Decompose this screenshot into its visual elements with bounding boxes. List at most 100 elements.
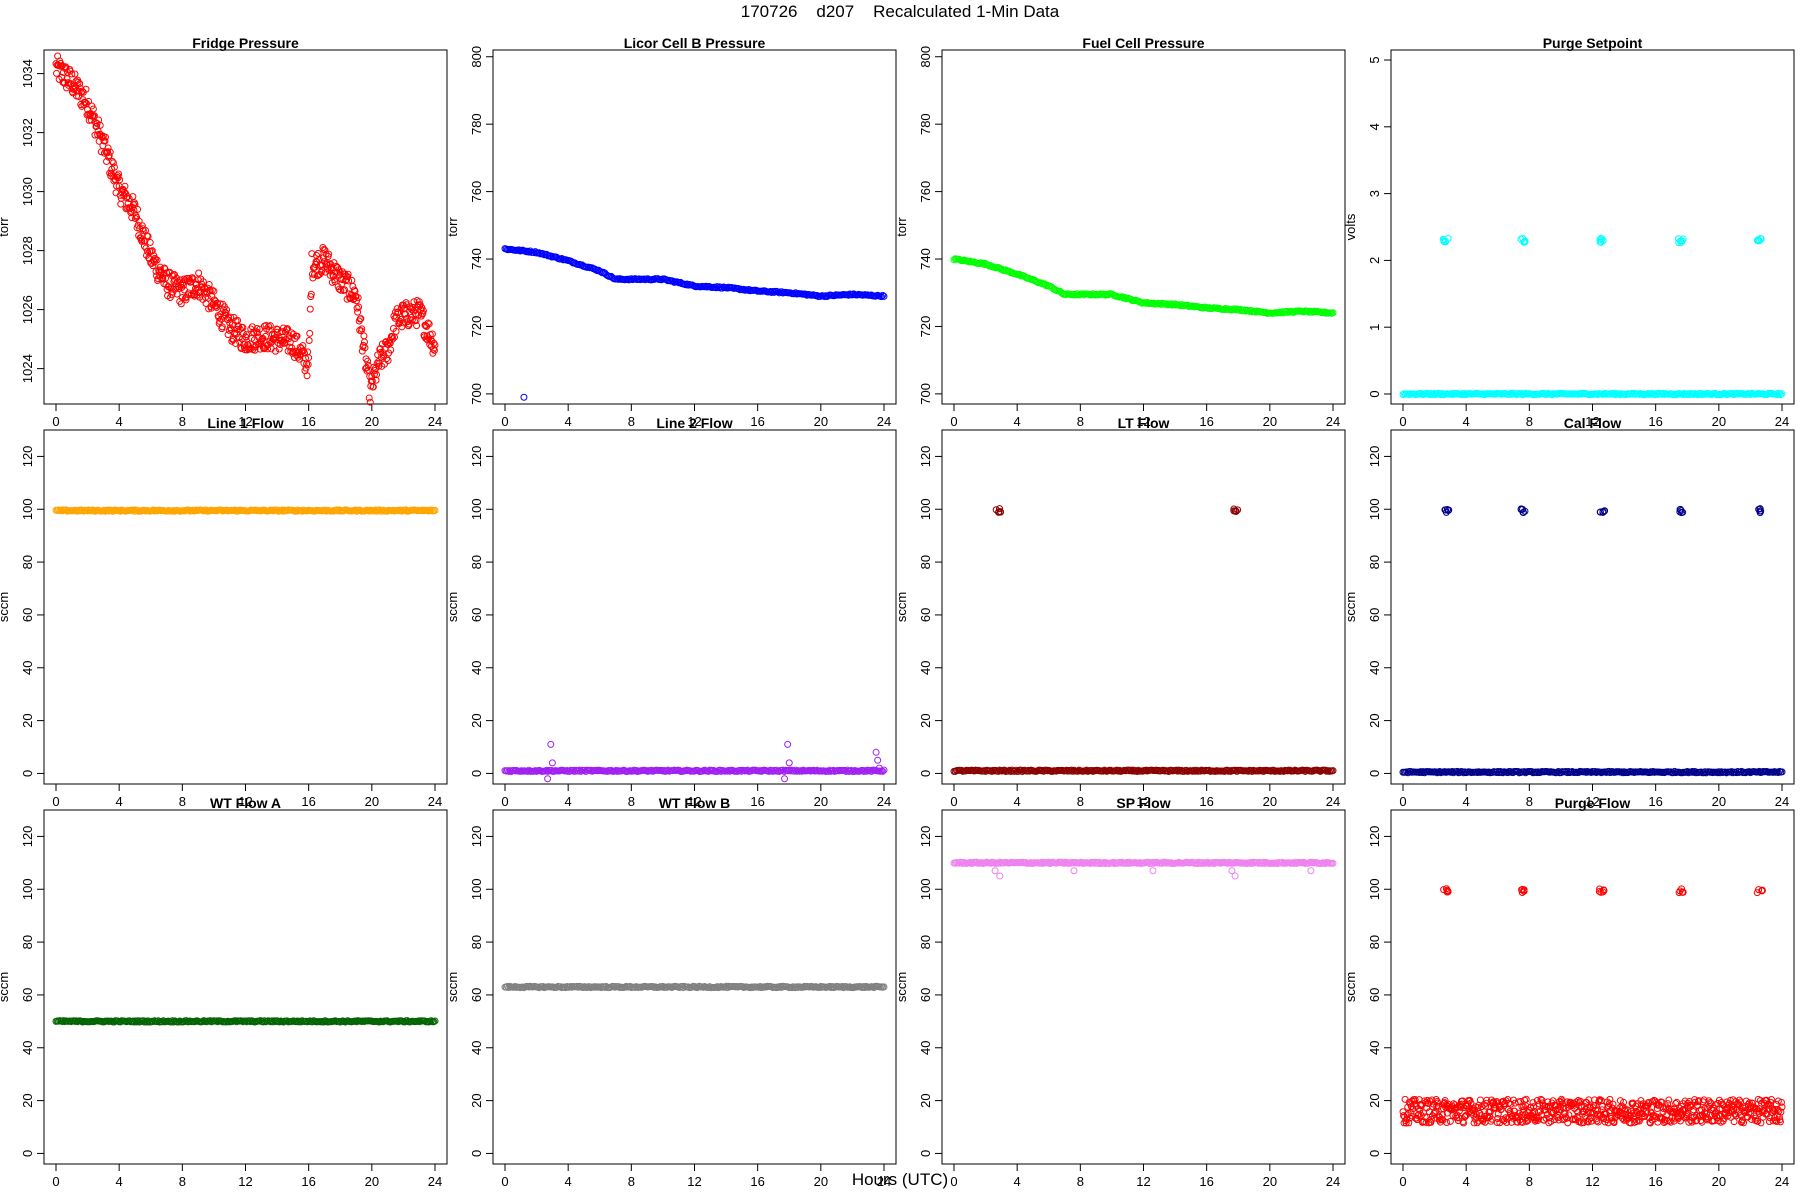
cal-flow-xtick-label: 24 bbox=[1775, 794, 1789, 809]
licor-cell-b-pressure-ytick-label: 700 bbox=[469, 383, 484, 405]
line-2-flow-ytick-label: 120 bbox=[469, 446, 484, 468]
wt-flow-b-xtick-label: 24 bbox=[877, 1174, 891, 1189]
sp-flow-ytick-label: 60 bbox=[918, 988, 933, 1002]
cal-flow-ytick-label: 100 bbox=[1367, 498, 1382, 520]
fridge-pressure-point bbox=[205, 280, 213, 288]
wt-flow-b-ytick-label: 20 bbox=[469, 1093, 484, 1107]
licor-cell-b-pressure-xtick-label: 12 bbox=[687, 414, 701, 429]
fridge-pressure-ylabel: torr bbox=[0, 217, 11, 237]
fuel-cell-pressure-xtick-label: 8 bbox=[1077, 414, 1084, 429]
purge-setpoint-ytick-label: 5 bbox=[1367, 56, 1382, 63]
wt-flow-a-xtick-label: 12 bbox=[238, 1174, 252, 1189]
fridge-pressure-point bbox=[305, 354, 313, 362]
fridge-pressure-point bbox=[398, 323, 406, 331]
wt-flow-a-point bbox=[133, 1018, 141, 1026]
sp-flow-ytick-label: 100 bbox=[918, 878, 933, 900]
fridge-pressure-point bbox=[365, 394, 373, 402]
purge-flow-series-1 bbox=[1399, 1095, 1786, 1127]
fridge-pressure-point bbox=[243, 331, 251, 339]
fridge-pressure-point bbox=[384, 357, 392, 365]
lt-flow-series-1 bbox=[950, 766, 1337, 775]
fuel-cell-pressure-ytick-label: 800 bbox=[918, 46, 933, 68]
line-1-flow-point bbox=[268, 506, 276, 514]
fridge-pressure-point bbox=[71, 70, 79, 78]
cal-flow-point bbox=[1445, 506, 1453, 514]
wt-flow-a-xtick-label: 4 bbox=[116, 1174, 123, 1189]
fridge-pressure-point bbox=[89, 105, 97, 113]
purge-setpoint-point bbox=[1778, 390, 1786, 398]
line-2-flow-point bbox=[872, 748, 880, 756]
fridge-pressure-point bbox=[345, 277, 353, 285]
fridge-pressure-point bbox=[344, 270, 352, 278]
fridge-pressure-point bbox=[101, 133, 109, 141]
fridge-pressure-point bbox=[318, 261, 326, 269]
fridge-pressure-xtick-label: 16 bbox=[301, 414, 315, 429]
fuel-cell-pressure-ytick-label: 740 bbox=[918, 248, 933, 270]
fridge-pressure-point bbox=[387, 346, 395, 354]
lt-flow-point bbox=[1172, 766, 1180, 774]
purge-flow-point bbox=[1547, 1117, 1555, 1125]
fridge-pressure-point bbox=[256, 345, 264, 353]
purge-setpoint-title: Purge Setpoint bbox=[1543, 35, 1643, 51]
fridge-pressure-point bbox=[361, 344, 369, 352]
purge-flow-title: Purge Flow bbox=[1555, 795, 1631, 811]
line-1-flow-ytick-label: 20 bbox=[20, 713, 35, 727]
purge-setpoint-point bbox=[1506, 389, 1514, 397]
cal-flow-frame bbox=[1390, 429, 1795, 785]
purge-flow-ylabel: sccm bbox=[1343, 972, 1358, 1002]
line-1-flow-ylabel: sccm bbox=[0, 592, 11, 622]
lt-flow-point bbox=[1329, 767, 1337, 775]
wt-flow-b-xtick-label: 8 bbox=[628, 1174, 635, 1189]
fridge-pressure-point bbox=[135, 217, 143, 225]
fridge-pressure-ytick-label: 1034 bbox=[20, 59, 35, 88]
fridge-pressure-point bbox=[124, 193, 132, 201]
fridge-pressure-point bbox=[113, 182, 121, 190]
fridge-pressure-point bbox=[109, 159, 117, 167]
purge-setpoint-ytick-label: 4 bbox=[1367, 123, 1382, 130]
fridge-pressure-point bbox=[413, 322, 421, 330]
line-2-flow-point bbox=[543, 766, 551, 774]
purge-setpoint-xtick-label: 4 bbox=[1463, 414, 1470, 429]
line-2-flow-ytick-label: 0 bbox=[469, 770, 484, 777]
fridge-pressure-point bbox=[284, 325, 292, 333]
purge-flow-ytick-label: 20 bbox=[1367, 1093, 1382, 1107]
licor-cell-b-pressure-xtick-label: 0 bbox=[501, 414, 508, 429]
cal-flow-ytick-label: 120 bbox=[1367, 446, 1382, 468]
wt-flow-b-point bbox=[880, 983, 888, 991]
fridge-pressure-point bbox=[299, 342, 307, 350]
line-2-flow-xtick-label: 0 bbox=[501, 794, 508, 809]
licor-cell-b-pressure-series-1 bbox=[501, 245, 888, 301]
wt-flow-a-ytick-label: 80 bbox=[20, 935, 35, 949]
cal-flow-point bbox=[1448, 768, 1456, 776]
fuel-cell-pressure-point bbox=[1329, 309, 1337, 317]
line-2-flow-point bbox=[874, 756, 882, 764]
fridge-pressure-point bbox=[340, 286, 348, 294]
cal-flow-ytick-label: 60 bbox=[1367, 608, 1382, 622]
line-2-flow-ytick-label: 20 bbox=[469, 713, 484, 727]
purge-flow-point bbox=[1446, 1117, 1454, 1125]
lt-flow-ytick-label: 80 bbox=[918, 555, 933, 569]
wt-flow-b-ytick-label: 120 bbox=[469, 826, 484, 848]
licor-cell-b-pressure-xtick-label: 16 bbox=[750, 414, 764, 429]
fridge-pressure-series-1 bbox=[52, 52, 439, 406]
fridge-pressure-point bbox=[302, 364, 310, 372]
fridge-pressure-point bbox=[90, 112, 98, 120]
line-1-flow-frame bbox=[43, 429, 448, 785]
line-2-flow-ylabel: sccm bbox=[445, 592, 460, 622]
lt-flow-xtick-label: 24 bbox=[1326, 794, 1340, 809]
fridge-pressure-point bbox=[93, 122, 101, 130]
fridge-pressure-point bbox=[149, 262, 157, 270]
wt-flow-a-point bbox=[430, 1018, 438, 1026]
fuel-cell-pressure-ylabel: torr bbox=[894, 217, 909, 237]
cal-flow-point bbox=[1778, 768, 1786, 776]
wt-flow-b-point bbox=[773, 984, 781, 992]
wt-flow-b-series-1 bbox=[501, 982, 888, 992]
fridge-pressure-point bbox=[358, 325, 366, 333]
fridge-pressure-point bbox=[213, 304, 221, 312]
wt-flow-b-ytick-label: 40 bbox=[469, 1041, 484, 1055]
fridge-pressure-point bbox=[214, 299, 222, 307]
line-2-flow-point bbox=[784, 740, 792, 748]
